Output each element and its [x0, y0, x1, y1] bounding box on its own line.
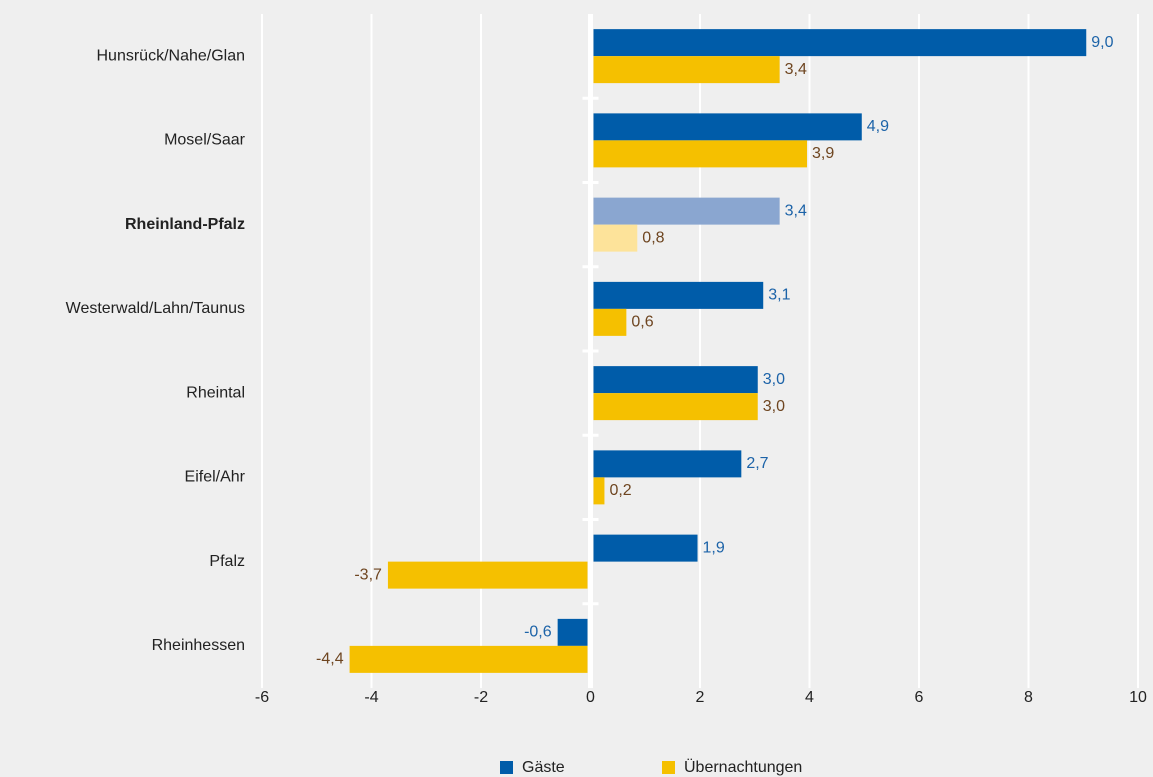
y-tick-label: Hunsrück/Nahe/Glan	[96, 47, 245, 64]
bar	[593, 308, 627, 336]
value-label: 0,8	[642, 229, 664, 246]
x-tick-label: 0	[586, 689, 595, 706]
bar	[593, 281, 764, 309]
value-label: -0,6	[524, 624, 552, 641]
bar	[593, 534, 698, 562]
bar	[387, 561, 588, 589]
x-tick-label: 4	[805, 689, 814, 706]
y-tick-label: Rheinland-Pfalz	[125, 216, 245, 233]
y-tick-label: Rheinhessen	[152, 637, 245, 654]
value-label: 3,4	[785, 202, 807, 219]
value-label: 3,9	[812, 145, 834, 162]
x-tick-label: -2	[474, 689, 488, 706]
value-label: -4,4	[316, 651, 344, 668]
bar	[593, 140, 808, 168]
legend-swatch	[662, 761, 675, 774]
bar	[593, 113, 862, 141]
value-label: 0,2	[609, 482, 631, 499]
bar	[593, 56, 780, 84]
bar	[593, 366, 758, 394]
y-tick-label: Rheintal	[186, 384, 245, 401]
legend-label: Gäste	[522, 759, 565, 776]
bar	[593, 29, 1087, 57]
value-label: -3,7	[354, 566, 382, 583]
bar	[593, 224, 638, 252]
bar	[593, 450, 742, 478]
value-label: 2,7	[746, 455, 768, 472]
x-tick-label: -6	[255, 689, 269, 706]
x-tick-label: 2	[696, 689, 705, 706]
bar	[349, 645, 588, 673]
bar	[593, 393, 758, 421]
bar	[593, 477, 605, 505]
y-tick-label: Mosel/Saar	[164, 132, 246, 149]
y-tick-label: Pfalz	[209, 553, 245, 570]
legend-label: Übernachtungen	[684, 758, 802, 776]
value-label: 3,0	[763, 371, 785, 388]
bar	[557, 618, 588, 646]
value-label: 3,4	[785, 61, 807, 78]
value-label: 4,9	[867, 118, 889, 135]
x-tick-label: 6	[915, 689, 924, 706]
legend-swatch	[500, 761, 513, 774]
y-tick-label: Westerwald/Lahn/Taunus	[66, 300, 245, 317]
value-label: 3,1	[768, 287, 790, 304]
value-label: 1,9	[703, 539, 725, 556]
bar	[593, 197, 780, 225]
x-tick-label: 10	[1129, 689, 1147, 706]
value-label: 9,0	[1091, 34, 1113, 51]
x-tick-label: -4	[364, 689, 378, 706]
x-tick-label: 8	[1024, 689, 1033, 706]
value-label: 3,0	[763, 398, 785, 415]
y-tick-label: Eifel/Ahr	[185, 469, 246, 486]
value-label: 0,6	[631, 314, 653, 331]
